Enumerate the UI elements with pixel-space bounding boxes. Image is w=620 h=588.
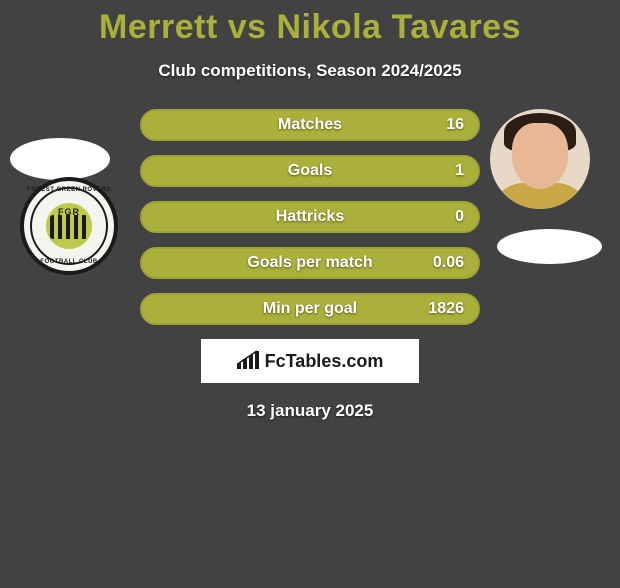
footer-date: 13 january 2025 [0,401,620,421]
crest-text-top: FOREST GREEN ROVERS [24,187,114,193]
stat-row: Matches 16 [140,109,480,141]
stat-row: Min per goal 1826 [140,293,480,325]
stat-row: Goals 1 [140,155,480,187]
stat-value: 0 [455,203,464,231]
stat-value: 1 [455,157,464,185]
stat-value: 1826 [428,295,464,323]
stat-label: Matches [142,111,478,139]
brand-badge: FcTables.com [201,339,419,383]
brand-text: FcTables.com [265,351,384,372]
page-subtitle: Club competitions, Season 2024/2025 [0,61,620,81]
stat-label: Goals per match [142,249,478,277]
stats-list: Matches 16 Goals 1 Hattricks 0 Goals per… [140,109,480,325]
stat-value: 0.06 [433,249,464,277]
stat-label: Goals [142,157,478,185]
page-title: Merrett vs Nikola Tavares [0,8,620,47]
content-area: FOREST GREEN ROVERS FGR FOOTBALL CLUB Ma… [0,109,620,421]
stat-row: Hattricks 0 [140,201,480,233]
stat-value: 16 [446,111,464,139]
club-crest-left: FOREST GREEN ROVERS FGR FOOTBALL CLUB [20,177,118,275]
club-crest-right-placeholder [497,229,602,264]
player-left-avatar [10,138,110,180]
bar-chart-icon [237,349,259,374]
stat-label: Hattricks [142,203,478,231]
crest-text-bot: FOOTBALL CLUB [24,259,114,265]
stat-row: Goals per match 0.06 [140,247,480,279]
player-right-avatar [490,109,590,209]
